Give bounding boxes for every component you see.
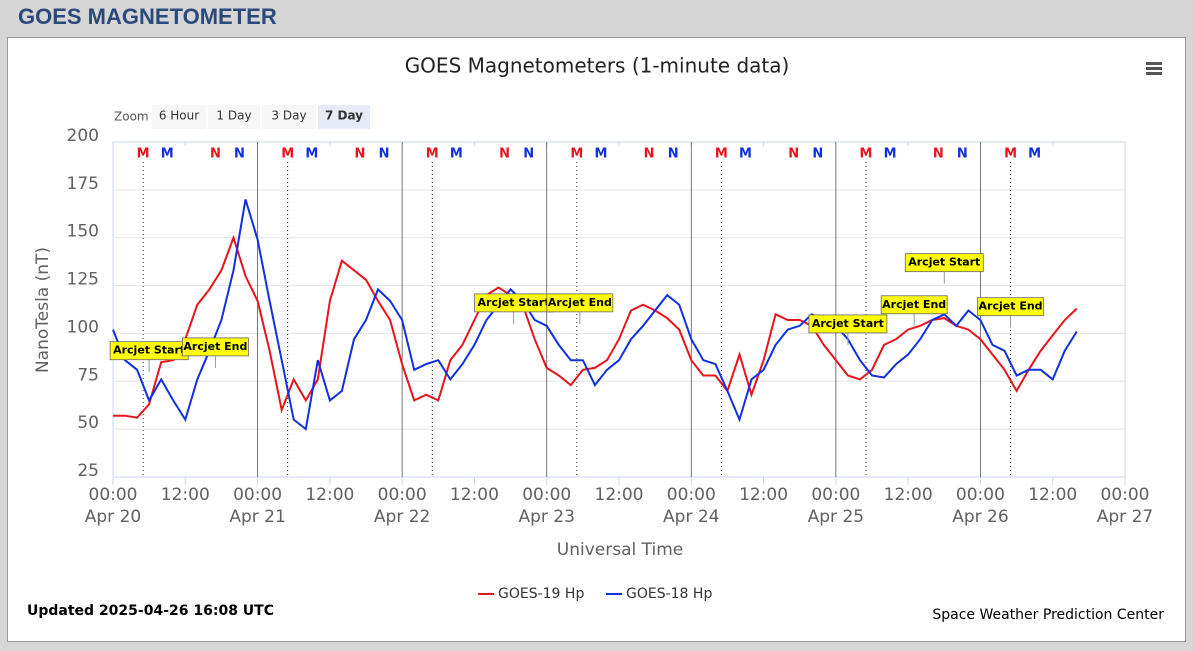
annotation-label: Arcjet End bbox=[979, 300, 1043, 313]
marker-label: N bbox=[210, 147, 221, 162]
annotation-label: Arcjet Start bbox=[812, 317, 884, 330]
legend-label: GOES-18 Hp bbox=[626, 586, 712, 602]
x-tick-label: Apr 23 bbox=[518, 507, 574, 527]
zoom-button[interactable]: 6 Hour bbox=[152, 105, 206, 129]
marker-label: N bbox=[812, 147, 823, 162]
marker-label: N bbox=[644, 147, 655, 162]
marker-label: M bbox=[570, 147, 583, 162]
annotation-label: Arcjet End bbox=[548, 296, 612, 309]
marker-label: N bbox=[957, 147, 968, 162]
marker-label: M bbox=[305, 147, 318, 162]
x-tick-label: Apr 26 bbox=[952, 507, 1008, 527]
x-tick-label: 12:00 bbox=[305, 485, 354, 505]
zoom-button-bg bbox=[208, 105, 260, 129]
y-tick-label: 150 bbox=[67, 222, 99, 242]
annotation-label: Arcjet End bbox=[183, 340, 247, 353]
x-tick-label: 12:00 bbox=[739, 485, 788, 505]
x-tick-label: 12:00 bbox=[595, 485, 644, 505]
x-tick-label: Apr 20 bbox=[85, 507, 141, 527]
marker-label: M bbox=[281, 147, 294, 162]
zoom-button-bg bbox=[318, 105, 370, 129]
x-tick-label: Apr 21 bbox=[229, 507, 285, 527]
x-tick-label: 00:00 bbox=[89, 485, 138, 505]
annotation-box bbox=[546, 293, 614, 313]
zoom-button[interactable]: 3 Day bbox=[262, 105, 316, 129]
x-tick-label: 12:00 bbox=[161, 485, 210, 505]
zoom-button-label: 3 Day bbox=[271, 109, 306, 123]
y-tick-label: 175 bbox=[67, 174, 99, 194]
page-header: GOES MAGNETOMETER bbox=[18, 4, 277, 29]
marker-label: N bbox=[355, 147, 366, 162]
marker-label: M bbox=[884, 147, 897, 162]
x-tick-label: 00:00 bbox=[378, 485, 427, 505]
annotation-label: Arcjet Start bbox=[478, 296, 550, 309]
zoom-button-label: 6 Hour bbox=[159, 109, 199, 123]
zoom-button-label: 1 Day bbox=[216, 109, 251, 123]
marker-label: M bbox=[1004, 147, 1017, 162]
marker-label: N bbox=[788, 147, 799, 162]
x-tick-label: 00:00 bbox=[1101, 485, 1150, 505]
zoom-button-bg bbox=[152, 105, 206, 129]
annotation-box bbox=[182, 337, 249, 357]
y-tick-label: 125 bbox=[67, 270, 99, 290]
annotation-box bbox=[808, 314, 888, 334]
x-tick-label: Apr 27 bbox=[1097, 507, 1153, 527]
annotation-box bbox=[880, 295, 948, 315]
legend-label: GOES-19 Hp bbox=[498, 586, 584, 602]
zoom-label: Zoom bbox=[114, 110, 149, 124]
x-tick-label: Apr 25 bbox=[808, 507, 864, 527]
marker-label: M bbox=[450, 147, 463, 162]
x-tick-label: 00:00 bbox=[667, 485, 716, 505]
marker-label: M bbox=[426, 147, 439, 162]
x-tick-label: Apr 24 bbox=[663, 507, 719, 527]
updated-note: Updated 2025-04-26 16:08 UTC bbox=[27, 603, 274, 619]
x-tick-label: 00:00 bbox=[522, 485, 571, 505]
marker-label: M bbox=[137, 147, 150, 162]
y-tick-label: 200 bbox=[67, 126, 99, 146]
series-line bbox=[112, 199, 1078, 431]
marker-label: N bbox=[234, 147, 245, 162]
marker-label: N bbox=[499, 147, 510, 162]
x-tick-label: 00:00 bbox=[811, 485, 860, 505]
y-tick-label: 100 bbox=[67, 317, 99, 337]
zoom-button[interactable]: 1 Day bbox=[208, 105, 260, 129]
marker-label: M bbox=[860, 147, 873, 162]
x-tick-label: 00:00 bbox=[956, 485, 1005, 505]
menu-button[interactable] bbox=[1144, 60, 1164, 78]
annotation-box bbox=[977, 297, 1044, 317]
y-tick-label: 50 bbox=[77, 413, 99, 433]
y-axis-label: NanoTesla (nT) bbox=[33, 247, 53, 373]
marker-label: M bbox=[594, 147, 607, 162]
annotation-label: Arcjet Start bbox=[113, 344, 185, 357]
marker-label: M bbox=[715, 147, 728, 162]
x-axis-label: Universal Time bbox=[557, 540, 683, 560]
plot-border bbox=[112, 141, 1126, 478]
y-tick-label: 75 bbox=[77, 365, 99, 385]
series-line bbox=[113, 234, 1078, 419]
chart-title: GOES Magnetometers (1-minute data) bbox=[405, 54, 790, 78]
marker-label: N bbox=[668, 147, 679, 162]
x-tick-label: 00:00 bbox=[233, 485, 282, 505]
annotation-label: Arcjet Start bbox=[908, 256, 980, 269]
marker-label: N bbox=[523, 147, 534, 162]
x-tick-label: 12:00 bbox=[1028, 485, 1077, 505]
zoom-button-bg bbox=[262, 105, 316, 129]
marker-label: M bbox=[1028, 147, 1041, 162]
zoom-button-label: 7 Day bbox=[325, 109, 363, 123]
zoom-button[interactable]: 7 Day bbox=[318, 105, 370, 129]
y-tick-label: 25 bbox=[77, 461, 99, 481]
x-tick-label: 12:00 bbox=[884, 485, 933, 505]
marker-label: M bbox=[161, 147, 174, 162]
marker-label: N bbox=[379, 147, 390, 162]
marker-label: N bbox=[933, 147, 944, 162]
marker-label: M bbox=[739, 147, 752, 162]
x-tick-label: 12:00 bbox=[450, 485, 499, 505]
x-tick-label: Apr 22 bbox=[374, 507, 430, 527]
annotation-box bbox=[904, 253, 984, 273]
annotation-label: Arcjet End bbox=[882, 298, 946, 311]
credit: Space Weather Prediction Center bbox=[932, 607, 1164, 623]
